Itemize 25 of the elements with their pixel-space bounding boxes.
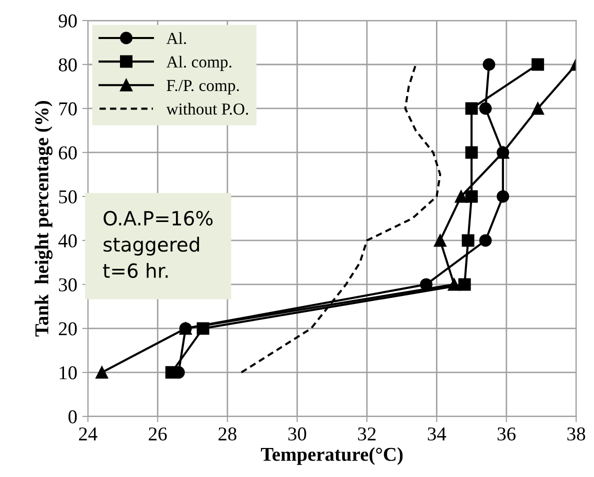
y-tick-label: 10	[60, 366, 77, 380]
y-tick-label: 40	[58, 234, 77, 248]
legend-label: Al. comp.	[166, 56, 232, 71]
legend-label: F./P. comp.	[166, 80, 239, 94]
x-tick-label: 36	[498, 427, 516, 441]
y-tick-label: 80	[58, 58, 77, 72]
x-tick-label: 38	[567, 427, 586, 441]
legend-label: Al.	[166, 32, 186, 44]
y-tick-label: 90	[58, 14, 77, 28]
y-tick-label: 60	[58, 146, 77, 160]
x-tick-label: 32	[358, 427, 376, 441]
legend-label: without P.O.	[166, 102, 248, 115]
x-tick-label: 34	[428, 427, 446, 441]
y-axis-title: Tank height percentage (%)	[34, 101, 52, 336]
x-tick-label: 28	[218, 427, 236, 441]
y-tick-label: 70	[59, 102, 77, 116]
x-tick-label: 26	[148, 427, 167, 441]
x-axis-title: Temperature(°C)	[260, 447, 403, 465]
y-tick-label: 50	[59, 190, 77, 204]
y-tick-label: 0	[68, 410, 77, 424]
x-tick-label: 30	[288, 427, 306, 441]
y-tick-label: 30	[58, 278, 77, 292]
annotation: O.A.P=16% staggered t=6 hr.	[103, 210, 213, 278]
y-tick-label: 20	[58, 322, 77, 336]
x-tick-label: 24	[79, 427, 98, 440]
